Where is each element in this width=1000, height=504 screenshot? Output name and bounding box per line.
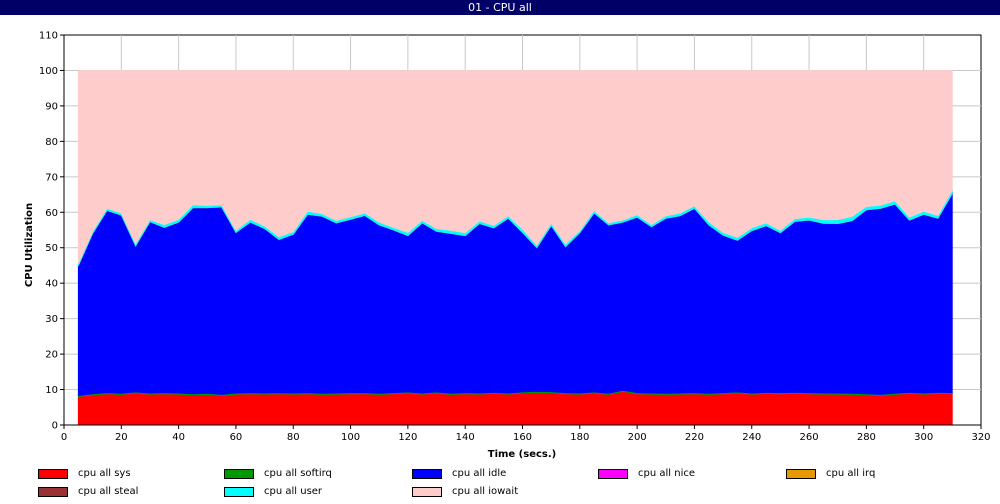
y-tick-label: 100 (39, 66, 58, 77)
x-tick-label: 40 (172, 432, 185, 443)
x-tick-label: 20 (115, 432, 128, 443)
area-cpu-all-sys (77, 390, 953, 426)
y-tick-label: 50 (45, 243, 58, 254)
y-tick-label: 0 (52, 421, 58, 432)
stacked-areas (77, 70, 953, 426)
x-tick-label: 140 (456, 432, 475, 443)
legend-label: cpu all user (264, 486, 323, 497)
x-tick-label: 280 (857, 432, 876, 443)
x-tick-label: 220 (685, 432, 704, 443)
legend-swatch (224, 487, 254, 497)
x-tick-label: 80 (287, 432, 300, 443)
y-tick-label: 30 (45, 314, 58, 325)
x-axis-label: Time (secs.) (488, 449, 557, 460)
y-tick-label: 10 (45, 385, 58, 396)
y-tick-label: 110 (39, 31, 58, 42)
x-tick-label: 300 (914, 432, 933, 443)
legend-swatch (786, 469, 816, 479)
legend-label: cpu all nice (638, 468, 695, 479)
legend-label: cpu all iowait (452, 486, 519, 497)
x-tick-label: 260 (800, 432, 819, 443)
y-tick-label: 80 (45, 137, 58, 148)
legend-label: cpu all steal (78, 486, 139, 497)
legend-label: cpu all softirq (264, 468, 332, 479)
x-tick-label: 200 (628, 432, 647, 443)
x-tick-label: 120 (398, 432, 417, 443)
x-tick-label: 0 (61, 432, 67, 443)
area-cpu-all-iowait (77, 70, 953, 264)
legend-swatch (38, 487, 68, 497)
y-tick-label: 20 (45, 350, 58, 361)
legend-label: cpu all idle (452, 468, 507, 479)
legend-swatch (224, 469, 254, 479)
y-tick-label: 90 (45, 101, 58, 112)
y-axis-label: CPU Utilization (24, 203, 35, 287)
legend-swatch (412, 469, 442, 479)
x-tick-label: 320 (971, 432, 990, 443)
legend-swatch (598, 469, 628, 479)
x-tick-label: 240 (742, 432, 761, 443)
x-tick-label: 100 (341, 432, 360, 443)
chart-window-title: 01 - CPU all (0, 0, 1000, 15)
legend-swatch (412, 487, 442, 497)
y-tick-label: 70 (45, 172, 58, 183)
x-tick-label: 60 (230, 432, 243, 443)
legend-label: cpu all irq (826, 468, 876, 479)
x-tick-label: 180 (570, 432, 589, 443)
x-tick-label: 160 (513, 432, 532, 443)
cpu-utilization-chart: 0 10 20 30 40 50 60 70 80 90 100 110 0 20 40 60 80 100 120… (24, 31, 991, 461)
axes: 0 10 20 30 40 50 60 70 80 90 100 110 0 20 40 60 80 100 120… (39, 31, 991, 444)
y-tick-label: 60 (45, 208, 58, 219)
y-tick-label: 40 (45, 279, 58, 290)
legend-label: cpu all sys (78, 468, 131, 479)
legend-swatch (38, 469, 68, 479)
